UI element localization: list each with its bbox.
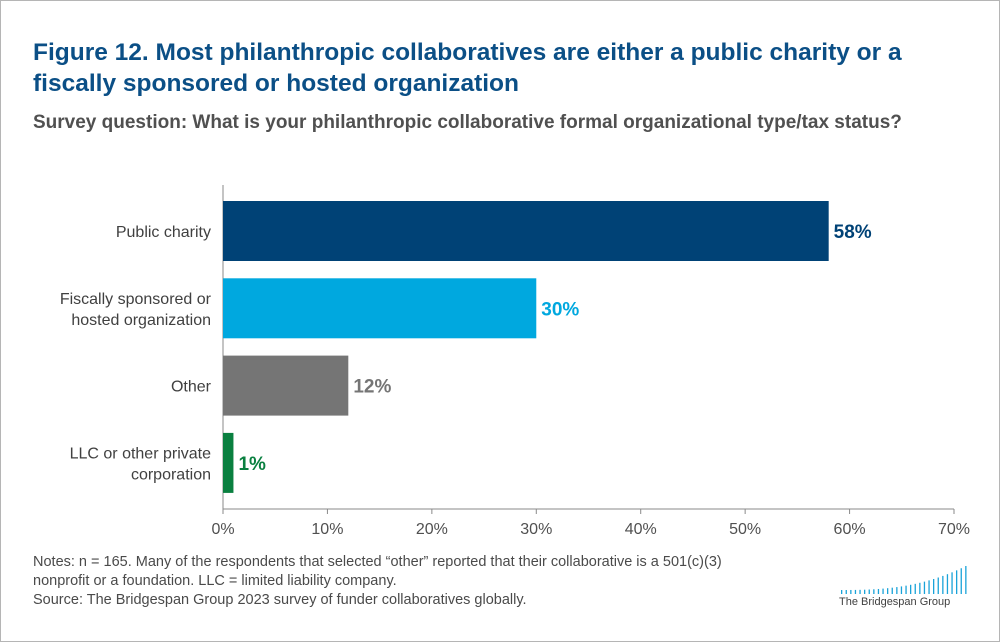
bridgespan-logo: The Bridgespan Group	[839, 565, 971, 613]
logo-mark-bar	[942, 575, 944, 594]
logo-mark-bar	[864, 589, 866, 594]
x-tick-label: 40%	[625, 521, 657, 538]
logo-mark-bar	[868, 589, 870, 594]
x-tick-label: 70%	[938, 521, 970, 538]
x-tick-label: 50%	[729, 521, 761, 538]
source-line: Source: The Bridgespan Group 2023 survey…	[33, 592, 527, 608]
figure-title: Figure 12. Most philanthropic collaborat…	[33, 39, 902, 97]
logo-mark-bar	[946, 574, 949, 594]
category-label: LLC or other private corporation	[70, 445, 212, 483]
bar	[223, 355, 349, 416]
value-label: 30%	[541, 299, 579, 320]
value-label: 58%	[834, 222, 872, 243]
logo-mark-bar	[928, 580, 930, 594]
logo-mark-bar	[882, 588, 884, 594]
x-tick-label: 10%	[311, 521, 343, 538]
logo-mark-bar	[905, 585, 907, 594]
category-label: Other	[171, 379, 212, 396]
logo-mark-bar	[845, 589, 847, 594]
value-label: 1%	[238, 454, 266, 475]
x-tick-label: 20%	[416, 521, 448, 538]
value-label: 12%	[353, 377, 391, 398]
logo-mark-bar	[937, 577, 939, 594]
logo-mark-bar	[900, 586, 903, 594]
logo-mark-bar	[877, 588, 880, 594]
logo-mark-bar	[923, 581, 926, 594]
logo-mark-bar	[841, 590, 843, 594]
logo-mark-bar	[887, 588, 889, 594]
logo-mark-bar	[919, 582, 921, 594]
bar	[223, 278, 537, 339]
logo-mark-bar	[914, 583, 916, 594]
bar	[223, 432, 234, 493]
logo-mark-bar	[910, 584, 912, 594]
logo-mark-bar	[873, 589, 875, 594]
notes: Notes: n = 165. Many of the respondents …	[33, 553, 853, 610]
logo-mark-bar	[896, 587, 898, 594]
x-tick-label: 30%	[520, 521, 552, 538]
notes-line-1: Notes: n = 165. Many of the respondents …	[33, 554, 722, 570]
logo-mark-bar	[951, 572, 953, 594]
logo-mark-bar	[960, 568, 962, 594]
survey-question: Survey question: What is your philanthro…	[33, 112, 902, 133]
logo-mark-bar	[965, 566, 967, 594]
logo-mark-bar	[854, 589, 857, 594]
category-label: Public charity	[116, 224, 211, 241]
bridgespan-logo-text: The Bridgespan Group	[839, 596, 951, 608]
bridgespan-logo-mark-icon	[841, 566, 967, 594]
logo-mark-bar	[933, 579, 935, 594]
x-tick-label: 60%	[834, 521, 866, 538]
logo-mark-bar	[850, 589, 852, 594]
x-tick-label: 0%	[211, 521, 234, 538]
category-label: Fiscally sponsored or hosted organization	[60, 291, 212, 329]
notes-line-2: nonprofit or a foundation. LLC = limited…	[33, 573, 397, 589]
logo-mark-bar	[956, 570, 958, 594]
bar	[223, 201, 829, 261]
logo-mark-bar	[859, 589, 861, 594]
bar-chart: 0% 10% 20% 30% 40% 50% 60% 70% Public charity 58%…	[60, 185, 970, 538]
logo-mark-bar	[891, 587, 893, 594]
